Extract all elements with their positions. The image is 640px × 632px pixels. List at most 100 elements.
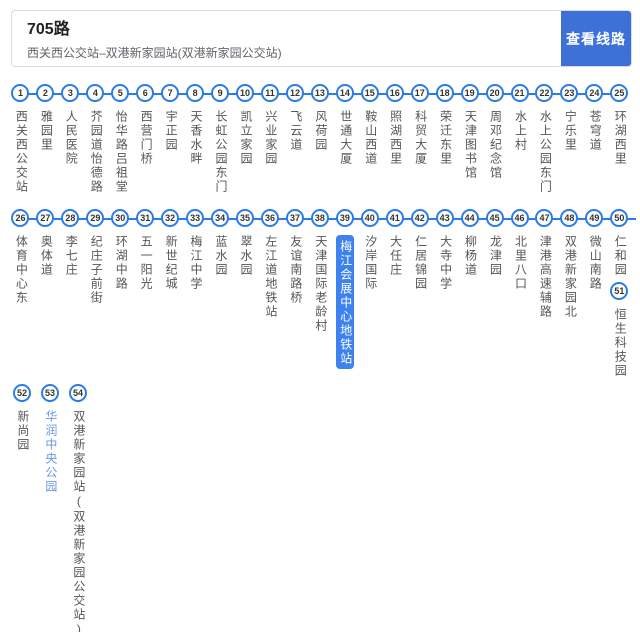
- stop-name: 天津图书馆: [463, 110, 478, 180]
- stop-number-badge: 50: [610, 209, 629, 227]
- view-route-button[interactable]: 查看线路: [561, 11, 631, 66]
- stop-name: 天津国际老龄村: [313, 235, 328, 333]
- route-stop-53[interactable]: 53 华润中央公园: [36, 384, 64, 494]
- stop-number-badge: 39: [335, 209, 354, 227]
- route-stop-18[interactable]: 18 荣迁东里: [432, 84, 457, 166]
- stop-number-badge: 30: [111, 209, 130, 227]
- route-stop-20[interactable]: 20 周邓纪念馆: [482, 84, 507, 180]
- route-header-card: 705路 西关西公交站–双港新家园站(双港新家园公交站) 查看线路: [11, 10, 632, 67]
- route-stop-39[interactable]: 39 梅江会展中心地铁站: [332, 209, 357, 369]
- stop-number-badge: 33: [186, 209, 205, 227]
- route-stop-52[interactable]: 52 新尚园: [8, 384, 36, 452]
- route-stop-41[interactable]: 41 大任庄: [382, 209, 407, 277]
- stop-name: 宇正园: [164, 110, 179, 152]
- route-stop-8[interactable]: 8 天香水畔: [183, 84, 208, 166]
- route-stop-6[interactable]: 6 西营门桥: [133, 84, 158, 166]
- route-stop-24[interactable]: 24 苍穹道: [582, 84, 607, 152]
- route-stop-13[interactable]: 13 风荷园: [307, 84, 332, 152]
- route-stop-49[interactable]: 49 微山南路: [582, 209, 607, 291]
- route-stop-28[interactable]: 28 李七庄: [58, 209, 83, 277]
- stop-number-badge: 42: [410, 209, 429, 227]
- route-stop-36[interactable]: 36 左江道地铁站: [258, 209, 283, 319]
- route-row-3: 52 新尚园 53 华润中央公园 54 双港新家园站(双港新家园公交站): [0, 384, 640, 632]
- route-stop-1[interactable]: 1 西关西公交站: [8, 84, 33, 194]
- stop-name: 纪庄子前街: [89, 235, 104, 305]
- route-stop-15[interactable]: 15 鞍山西道: [357, 84, 382, 166]
- route-stop-33[interactable]: 33 梅江中学: [183, 209, 208, 291]
- stop-number-badge: 34: [211, 209, 230, 227]
- route-stop-10[interactable]: 10 凯立家园: [233, 84, 258, 166]
- stop-name: 飞云道: [288, 110, 303, 152]
- route-stop-22[interactable]: 22 水上公园东门: [532, 84, 557, 194]
- route-stop-7[interactable]: 7 宇正园: [158, 84, 183, 152]
- stop-number-badge: 13: [310, 84, 329, 102]
- route-stop-5[interactable]: 5 怡华路吕祖堂: [108, 84, 133, 194]
- stop-number-badge: 19: [460, 84, 479, 102]
- stop-name: 照湖西里: [388, 110, 403, 166]
- route-stop-40[interactable]: 40 汐岸国际: [357, 209, 382, 291]
- stop-name: 梅江中学: [189, 235, 204, 291]
- route-stop-17[interactable]: 17 科贸大厦: [407, 84, 432, 166]
- route-stop-23[interactable]: 23 宁乐里: [557, 84, 582, 152]
- stop-number-badge: 14: [335, 84, 354, 102]
- stop-name: 梅江会展中心地铁站: [335, 235, 354, 369]
- route-description: 西关西公交站–双港新家园站(双港新家园公交站): [27, 46, 282, 60]
- route-stop-3[interactable]: 3 人民医院: [58, 84, 83, 166]
- route-stop-35[interactable]: 35 翠水园: [233, 209, 258, 277]
- route-stop-54[interactable]: 54 双港新家园站(双港新家园公交站): [64, 384, 92, 632]
- stop-number-badge: 25: [610, 84, 629, 102]
- stop-name: 汐岸国际: [363, 235, 378, 291]
- route-stop-2[interactable]: 2 雅园里: [33, 84, 58, 152]
- route-stop-46[interactable]: 46 北里八口: [507, 209, 532, 291]
- stop-number-badge: 32: [161, 209, 180, 227]
- stop-number-badge: 36: [261, 209, 279, 227]
- stop-number-badge: 48: [560, 209, 579, 227]
- stop-name: 五一阳光: [139, 235, 154, 291]
- route-stop-50[interactable]: 50 仁和园 51 恒生科技园: [607, 209, 632, 378]
- route-stop-12[interactable]: 12 飞云道: [282, 84, 307, 152]
- stop-number-badge: 24: [585, 84, 604, 102]
- route-stop-43[interactable]: 43 大寺中学: [432, 209, 457, 291]
- stop-name: 李七庄: [64, 235, 79, 277]
- route-stop-42[interactable]: 42 仁居锦园: [407, 209, 432, 291]
- route-stop-47[interactable]: 47 津港高速辅路: [532, 209, 557, 319]
- route-stop-37[interactable]: 37 友谊南路桥: [282, 209, 307, 305]
- stop-number-badge: 21: [510, 84, 529, 102]
- stop-number-badge: 43: [435, 209, 454, 227]
- route-stop-19[interactable]: 19 天津图书馆: [457, 84, 482, 180]
- stop-name: 雅园里: [39, 110, 54, 152]
- route-stop-4[interactable]: 4 芥园道怡德路: [83, 84, 108, 194]
- stop-name: 水上公园东门: [538, 110, 553, 194]
- route-stop-21[interactable]: 21 水上村: [507, 84, 532, 152]
- stop-name: 双港新家园站(双港新家园公交站): [71, 410, 86, 632]
- stop-name: 新世纪城: [164, 235, 179, 291]
- route-stop-30[interactable]: 30 环湖中路: [108, 209, 133, 291]
- stop-name: 体育中心东: [14, 235, 29, 305]
- route-stop-48[interactable]: 48 双港新家园北: [557, 209, 582, 319]
- route-stop-25[interactable]: 25 环湖西里: [607, 84, 632, 166]
- stop-number-badge: 37: [285, 209, 304, 227]
- route-stop-31[interactable]: 31 五一阳光: [133, 209, 158, 291]
- route-stop-16[interactable]: 16 照湖西里: [382, 84, 407, 166]
- route-stop-44[interactable]: 44 柳杨道: [457, 209, 482, 277]
- route-stop-26[interactable]: 26 体育中心东: [8, 209, 33, 305]
- stop-number-badge: 53: [41, 384, 59, 402]
- route-stop-11[interactable]: 11 兴业家园: [258, 84, 283, 166]
- route-stop-27[interactable]: 27 奥体道: [33, 209, 58, 277]
- stop-number-badge: 9: [211, 84, 230, 102]
- stop-name: 世通大厦: [338, 110, 353, 166]
- route-stop-38[interactable]: 38 天津国际老龄村: [307, 209, 332, 333]
- stop-number-badge: 3: [61, 84, 80, 102]
- stop-name: 左江道地铁站: [263, 235, 278, 319]
- route-stop-9[interactable]: 9 长虹公园东门: [208, 84, 233, 194]
- stop-number-badge: 17: [410, 84, 429, 102]
- stop-number-badge: 27: [36, 209, 55, 227]
- route-stop-32[interactable]: 32 新世纪城: [158, 209, 183, 291]
- stop-name: 科贸大厦: [413, 110, 428, 166]
- route-stop-34[interactable]: 34 蓝水园: [208, 209, 233, 277]
- route-stop-14[interactable]: 14 世通大厦: [332, 84, 357, 166]
- stop-name: 风荷园: [313, 110, 328, 152]
- route-stop-29[interactable]: 29 纪庄子前街: [83, 209, 108, 305]
- route-stop-45[interactable]: 45 龙津园: [482, 209, 507, 277]
- stop-name: 蓝水园: [214, 235, 228, 277]
